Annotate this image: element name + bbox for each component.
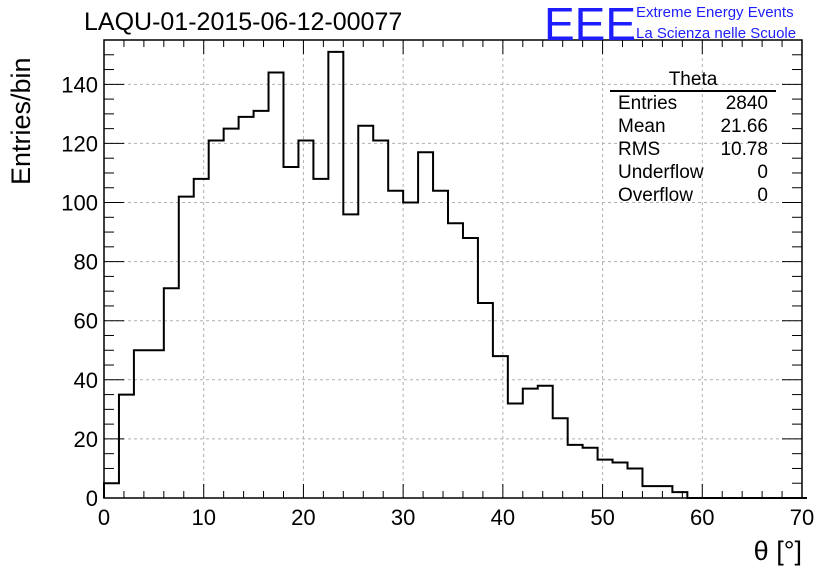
stats-row-overflow: Overflow 0 <box>610 184 776 207</box>
stats-row-mean: Mean 21.66 <box>610 115 776 138</box>
stats-row-underflow: Underflow 0 <box>610 161 776 184</box>
logo-text: EEE <box>544 0 636 44</box>
histogram-bin <box>164 288 179 498</box>
x-tick-label: 20 <box>291 505 315 530</box>
histogram-bin <box>418 152 433 498</box>
stats-label: RMS <box>618 139 661 160</box>
x-tick-label: 40 <box>491 505 515 530</box>
histogram-bin <box>269 73 284 498</box>
histogram-bin <box>448 223 463 498</box>
histogram-bin <box>298 140 313 498</box>
stats-row-rms: RMS 10.78 <box>610 138 776 161</box>
histogram-bin <box>553 418 568 498</box>
histogram-bin <box>313 179 328 498</box>
run-title: LAQU-01-2015-06-12-00077 <box>84 8 403 36</box>
grid-lines <box>104 40 802 498</box>
histogram-bin <box>568 445 583 498</box>
y-axis-label: Entries/bin <box>6 57 37 185</box>
histogram-bin <box>179 197 194 498</box>
logo-line-1: Extreme Energy Events <box>636 4 794 21</box>
histogram-bin <box>403 203 418 498</box>
histogram-bin <box>254 111 269 498</box>
histogram-outline <box>103 50 807 499</box>
histogram-bin <box>493 356 508 498</box>
histogram-bin <box>388 191 403 498</box>
histogram-bin <box>209 140 224 498</box>
stats-value: 2840 <box>725 93 768 114</box>
histogram-series <box>103 50 807 499</box>
stats-value: 21.66 <box>720 116 768 137</box>
histogram-bin <box>642 486 657 498</box>
stats-label: Entries <box>618 93 678 114</box>
x-tick-label: 50 <box>590 505 614 530</box>
y-tick-label: 120 <box>61 131 98 156</box>
histogram-bin <box>283 167 298 498</box>
y-tick-label: 60 <box>74 309 98 334</box>
y-axis-label-text: Entries/bin <box>6 57 36 185</box>
histogram-bin <box>224 129 239 498</box>
x-tick-label: 60 <box>690 505 714 530</box>
histogram-bin <box>343 214 358 498</box>
histogram-bin <box>104 483 119 498</box>
histogram-bin <box>433 191 448 498</box>
stats-value: 0 <box>757 162 768 183</box>
histogram-bin <box>358 126 373 498</box>
histogram-bin <box>478 303 493 498</box>
stats-title: Theta <box>610 70 776 92</box>
histogram-bin <box>373 140 388 498</box>
y-tick-label: 100 <box>61 191 98 216</box>
stats-label: Underflow <box>618 162 704 183</box>
histogram-bin <box>657 486 672 498</box>
histogram-bin <box>149 350 164 498</box>
histogram-bin <box>119 395 134 498</box>
axes: 0 10 20 30 40 50 60 70 0 20 40 60 80 100 120 140 <box>61 39 814 530</box>
y-tick-label: 20 <box>74 427 98 452</box>
plot-frame <box>103 39 803 499</box>
y-tick-label: 40 <box>74 368 98 393</box>
stats-value: 10.78 <box>720 139 768 160</box>
logo-line-2: La Scienza nelle Scuole <box>636 25 797 42</box>
stats-value: 0 <box>757 185 768 206</box>
stats-label: Overflow <box>618 185 693 206</box>
histogram-bin <box>598 460 613 498</box>
histogram-bin <box>463 238 478 498</box>
histogram-bin <box>523 389 538 498</box>
x-axis-label: θ [°] <box>753 536 802 566</box>
histogram-bin <box>613 463 628 498</box>
x-tick-label: 70 <box>790 505 814 530</box>
stats-box: Theta Entries 2840 Mean 21.66 RMS 10.78 … <box>610 70 776 207</box>
x-tick-label: 30 <box>391 505 415 530</box>
y-tick-label: 140 <box>61 72 98 97</box>
y-tick-label: 80 <box>74 250 98 275</box>
histogram-bin <box>508 403 523 498</box>
x-tick-label: 0 <box>98 505 110 530</box>
histogram-bin <box>538 386 553 498</box>
eee-logo: EEE <box>544 0 636 44</box>
histogram-bin <box>328 52 343 498</box>
histogram-bin <box>134 350 149 498</box>
histogram-bin <box>628 468 643 498</box>
histogram-bin <box>194 179 209 498</box>
histogram-bin <box>583 448 598 498</box>
x-tick-label: 10 <box>191 505 215 530</box>
stats-row-entries: Entries 2840 <box>610 92 776 115</box>
y-tick-label: 0 <box>86 486 98 511</box>
histogram-bin <box>239 117 254 498</box>
stats-label: Mean <box>618 116 666 137</box>
